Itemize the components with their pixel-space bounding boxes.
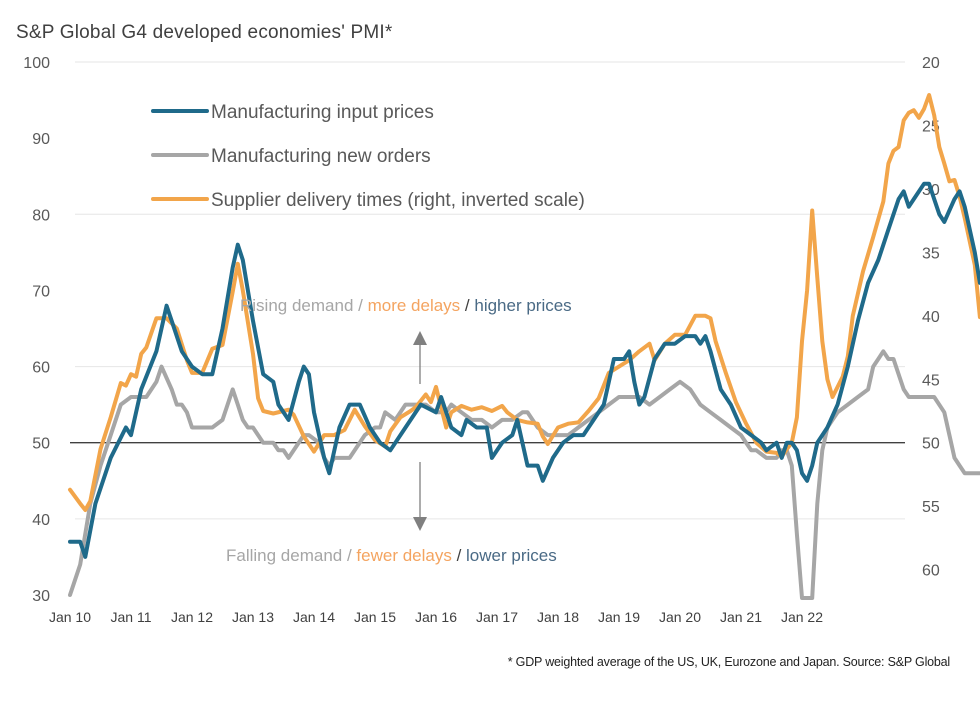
x-tick-label: Jan 21 [720,609,762,625]
annotation-segment: higher prices [474,296,571,315]
annotation-falling: Falling demand / fewer delays / lower pr… [226,546,557,565]
x-tick-label: Jan 20 [659,609,701,625]
footnote: * GDP weighted average of the US, UK, Eu… [507,655,950,669]
left-tick-label: 70 [32,283,50,300]
left-tick-label: 30 [32,588,50,605]
legend: Manufacturing input prices Manufacturing … [151,102,585,211]
right-tick-label: 60 [922,563,940,580]
left-axis-ticks: 100 90 80 70 60 50 40 30 [23,55,50,605]
right-tick-label: 40 [922,309,940,326]
legend-label: Supplier delivery times (right, inverted… [211,190,585,211]
left-tick-label: 60 [32,360,50,377]
x-tick-label: Jan 11 [111,609,152,625]
right-tick-label: 55 [922,499,940,516]
annotation-segment: / [452,546,466,565]
x-tick-label: Jan 12 [171,609,213,625]
x-tick-label: Jan 10 [49,609,91,625]
x-tick-label: Jan 16 [415,609,457,625]
x-tick-label: Jan 18 [537,609,579,625]
series-lines [68,93,980,600]
chart-title: S&P Global G4 developed economies' PMI* [16,22,393,43]
annotation-segment: Falling demand / [226,546,356,565]
x-tick-label: Jan 15 [354,609,396,625]
annotation-rising: Rising demand / more delays / higher pri… [240,296,572,315]
annotation-segment: fewer delays [356,546,451,565]
annotation-segment: / [460,296,474,315]
x-axis-ticks: Jan 10 Jan 11 Jan 12 Jan 13 Jan 14 Jan 15 Jan … [49,609,823,625]
right-tick-label: 50 [922,436,940,453]
right-tick-label: 35 [922,245,940,262]
annotation-segment: Rising demand / [240,296,368,315]
x-tick-label: Jan 13 [232,609,274,625]
left-tick-label: 100 [23,55,50,72]
series-line-manufacturing-input-prices [68,181,980,559]
down-arrow-head [413,517,427,531]
left-tick-label: 90 [32,131,50,148]
left-tick-label: 40 [32,512,50,529]
legend-label: Manufacturing new orders [211,146,431,167]
annotation-segment: more delays [368,296,461,315]
direction-arrows [413,331,427,531]
legend-label: Manufacturing input prices [211,102,434,123]
up-arrow-head [413,331,427,345]
left-tick-label: 50 [32,436,50,453]
x-tick-label: Jan 22 [781,609,823,625]
right-tick-label: 45 [922,372,940,389]
left-tick-label: 80 [32,207,50,224]
series-line-supplier-delivery-times-right-inverted-scale [68,93,980,512]
right-tick-label: 20 [922,55,940,72]
x-tick-label: Jan 17 [476,609,518,625]
x-tick-label: Jan 14 [293,609,335,625]
annotation-segment: lower prices [466,546,557,565]
series-line-manufacturing-new-orders [68,349,980,600]
x-tick-label: Jan 19 [598,609,640,625]
